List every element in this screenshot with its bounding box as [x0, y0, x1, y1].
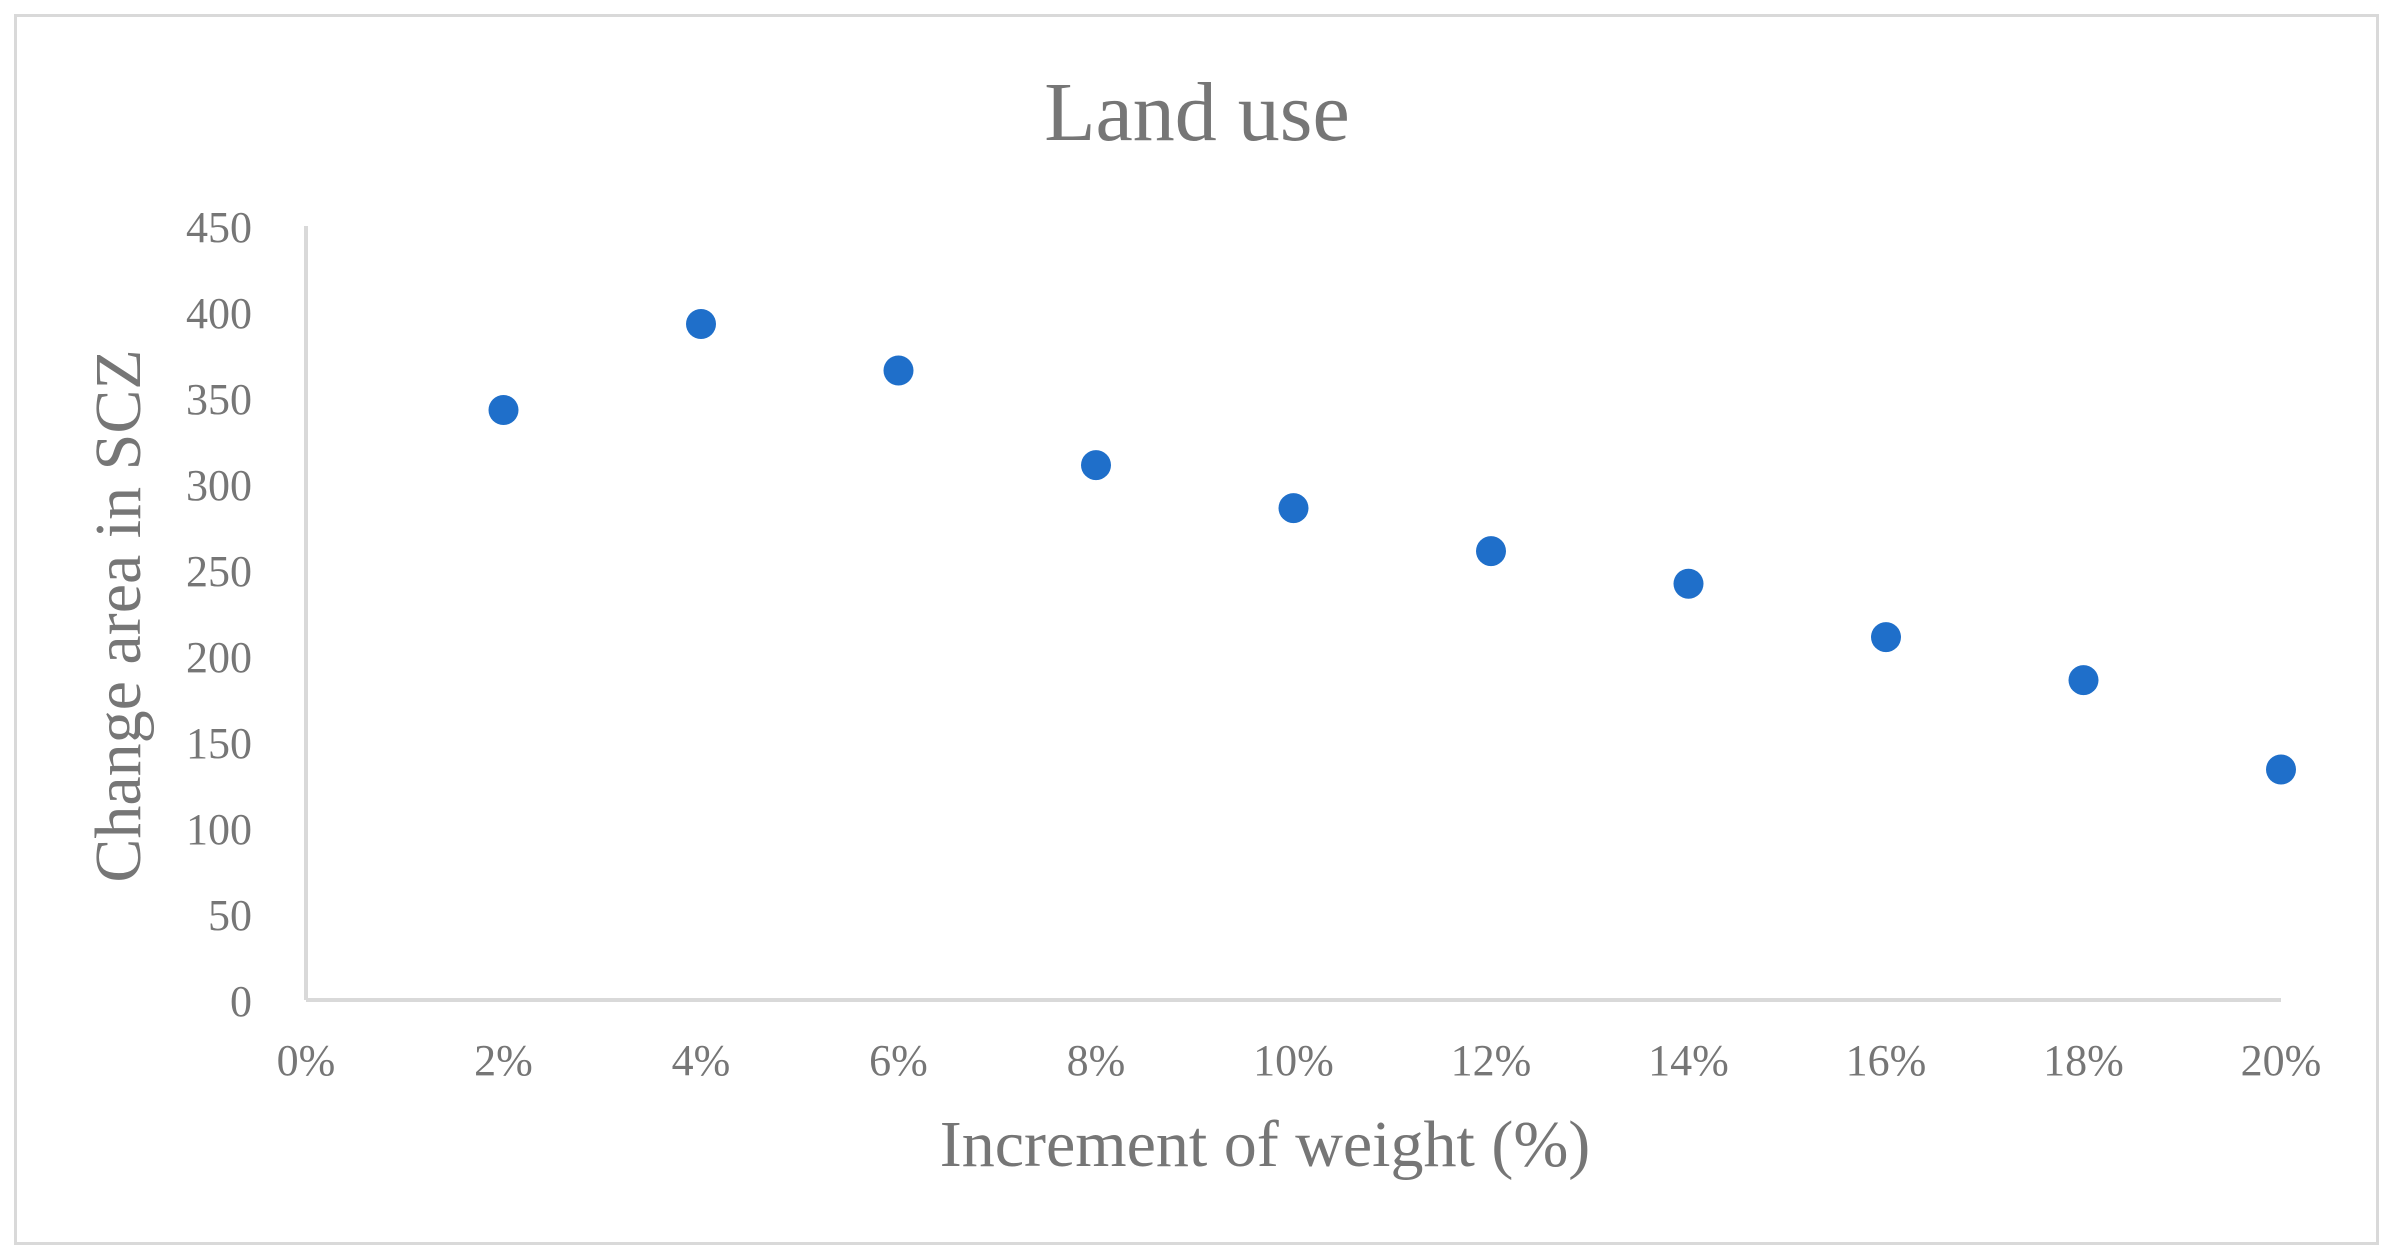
x-tick-label: 8%: [1067, 1036, 1126, 1085]
x-tick-label: 14%: [1648, 1036, 1729, 1085]
x-tick-label: 18%: [2043, 1036, 2124, 1085]
data-point: [1278, 493, 1309, 524]
y-tick-label: 200: [186, 633, 252, 682]
x-tick-label: 20%: [2241, 1036, 2322, 1085]
y-tick-label: 250: [186, 547, 252, 596]
y-tick-label: 0: [230, 977, 252, 1026]
data-points: [488, 309, 2296, 785]
data-point: [1871, 622, 1901, 653]
data-point: [1476, 536, 1506, 567]
x-tick-label: 12%: [1451, 1036, 1532, 1085]
x-tick-label: 0%: [277, 1036, 336, 1085]
data-point: [488, 395, 519, 426]
y-tick-label: 100: [186, 805, 252, 854]
y-tick-labels: 0 50 100 150 200 250 300 350 400 450: [186, 203, 252, 1026]
data-point: [883, 355, 914, 386]
y-tick-label: 300: [186, 461, 252, 510]
y-tick-label: 400: [186, 289, 252, 338]
data-point: [1673, 568, 1704, 599]
y-axis-label: Change area in SCZ: [82, 349, 155, 882]
chart-frame: [14, 14, 2379, 1245]
y-tick-label: 150: [186, 719, 252, 768]
y-tick-label: 450: [186, 203, 252, 252]
x-tick-label: 10%: [1253, 1036, 1334, 1085]
y-tick-label: 50: [208, 891, 252, 940]
data-point: [2068, 665, 2099, 696]
x-tick-label: 4%: [672, 1036, 731, 1085]
x-tick-label: 16%: [1846, 1036, 1927, 1085]
x-axis-label: Increment of weight (%): [940, 1108, 1591, 1181]
data-point: [2266, 754, 2296, 785]
x-tick-label: 6%: [869, 1036, 928, 1085]
x-tick-label: 2%: [474, 1036, 533, 1085]
y-tick-label: 350: [186, 375, 252, 424]
data-point: [686, 309, 716, 340]
data-point: [1081, 450, 1111, 481]
chart-title: Land use: [1044, 66, 1350, 159]
x-tick-labels: 0% 2% 4% 6% 8% 10% 12% 14% 16% 18% 20%: [277, 1036, 2322, 1085]
